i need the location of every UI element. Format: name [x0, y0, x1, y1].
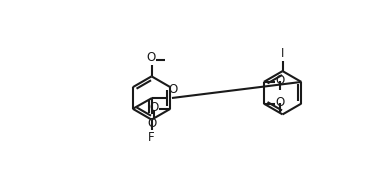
Text: O: O	[147, 116, 157, 129]
Text: I: I	[281, 46, 284, 60]
Text: O: O	[149, 101, 158, 114]
Text: O: O	[147, 51, 156, 64]
Text: O: O	[276, 96, 285, 109]
Text: O: O	[169, 83, 178, 96]
Text: O: O	[276, 74, 285, 87]
Text: F: F	[148, 131, 155, 144]
